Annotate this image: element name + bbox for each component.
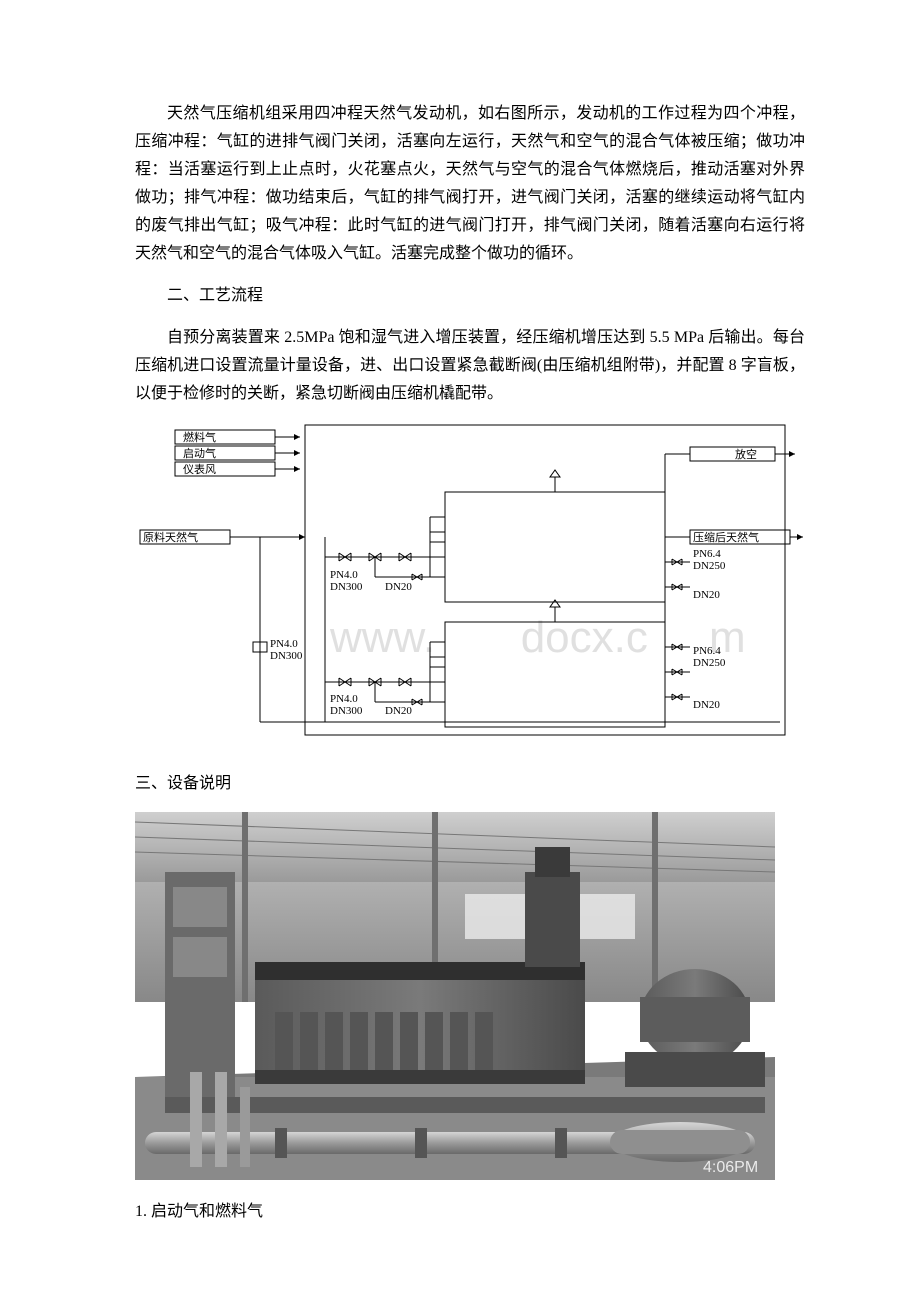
label-fuel-gas: 燃料气 xyxy=(183,430,216,444)
label-dn20-3: DN20 xyxy=(693,589,720,601)
photo-timestamp: 4:06PM xyxy=(703,1159,758,1176)
label-dn250-2: DN250 xyxy=(693,657,726,669)
heading-process-flow: 二、工艺流程 xyxy=(135,282,805,310)
paragraph-engine-cycle: 天然气压缩机组采用四冲程天然气发动机，如右图所示，发动机的工作过程为四个冲程，压… xyxy=(135,100,805,268)
label-dn300-2: DN300 xyxy=(270,650,303,662)
label-raw-gas: 原料天然气 xyxy=(143,530,198,544)
label-dn300-1: DN300 xyxy=(330,581,363,593)
label-dn250-1: DN250 xyxy=(693,560,726,572)
label-pn40-3: PN4.0 xyxy=(330,693,358,705)
label-start-gas: 启动气 xyxy=(183,446,216,460)
label-dn20-2: DN20 xyxy=(385,705,412,717)
label-compressed-gas: 压缩后天然气 xyxy=(693,530,759,544)
label-pn64-2: PN6.4 xyxy=(693,645,721,657)
label-dn300-3: DN300 xyxy=(330,705,363,717)
label-dn20-4: DN20 xyxy=(693,699,720,711)
label-vent: 放空 xyxy=(735,447,757,461)
equipment-photo: 4:06PM xyxy=(135,812,775,1180)
label-pn40-1: PN4.0 xyxy=(330,569,358,581)
watermark-text: www. docx.c m xyxy=(329,613,746,662)
paragraph-process-flow: 自预分离装置来 2.5MPa 饱和湿气进入增压装置，经压缩机增压达到 5.5 M… xyxy=(135,324,805,408)
label-instrument-air: 仪表风 xyxy=(183,462,216,476)
label-pn64-1: PN6.4 xyxy=(693,548,721,560)
subheading-start-fuel-gas: 1. 启动气和燃料气 xyxy=(135,1198,805,1226)
heading-equipment: 三、设备说明 xyxy=(135,770,805,798)
label-dn20-1: DN20 xyxy=(385,581,412,593)
label-pn40-2: PN4.0 xyxy=(270,638,298,650)
process-flow-diagram: www. docx.c m xyxy=(135,422,805,752)
